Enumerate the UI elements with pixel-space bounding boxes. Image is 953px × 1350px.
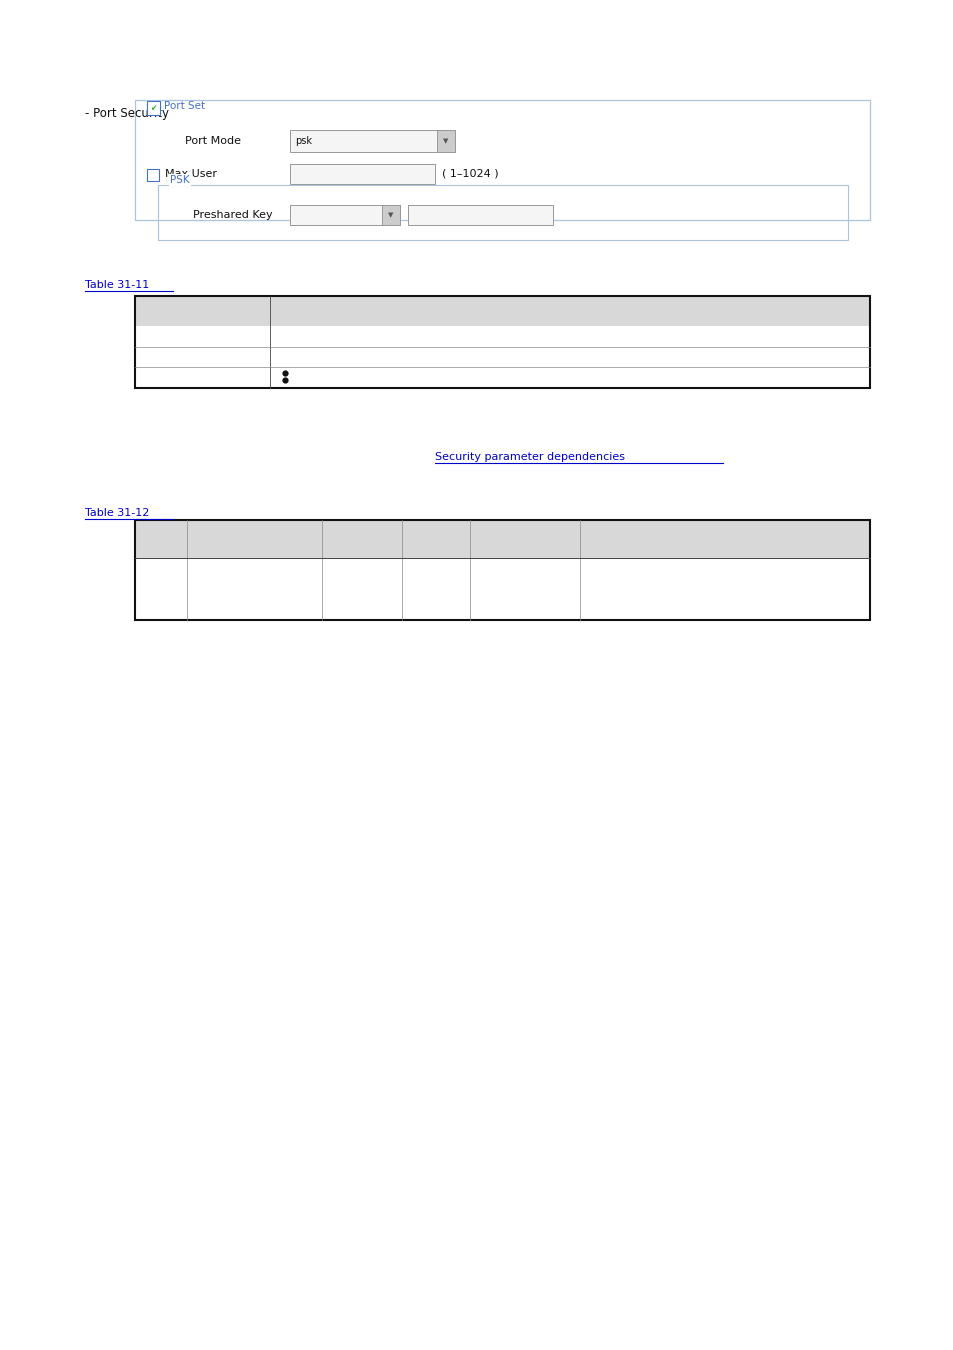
Text: ▼: ▼ bbox=[443, 138, 448, 144]
Bar bbox=[408, 205, 553, 225]
Bar bbox=[158, 185, 847, 240]
Text: Table 31-12: Table 31-12 bbox=[85, 508, 150, 518]
Text: Port Set: Port Set bbox=[164, 101, 205, 111]
Bar bbox=[290, 130, 455, 153]
Text: - Port Security: - Port Security bbox=[85, 107, 169, 120]
Bar bbox=[381, 205, 399, 225]
Text: Security parameter dependencies: Security parameter dependencies bbox=[435, 452, 624, 462]
Bar bbox=[147, 101, 160, 115]
Bar bbox=[135, 296, 869, 325]
Bar bbox=[147, 169, 159, 181]
Bar bbox=[290, 205, 399, 225]
Text: ▼: ▼ bbox=[388, 212, 394, 217]
Text: Preshared Key: Preshared Key bbox=[193, 211, 273, 220]
Text: ✔: ✔ bbox=[151, 104, 156, 112]
Text: Port Mode: Port Mode bbox=[185, 136, 241, 146]
Bar bbox=[290, 163, 435, 184]
Text: ( 1–1024 ): ( 1–1024 ) bbox=[441, 169, 498, 180]
Bar bbox=[135, 520, 869, 558]
Text: PSK: PSK bbox=[170, 176, 190, 185]
Bar bbox=[436, 130, 455, 153]
Bar bbox=[135, 100, 869, 220]
Text: psk: psk bbox=[294, 136, 312, 146]
Text: Max User: Max User bbox=[165, 169, 216, 180]
Bar bbox=[135, 520, 869, 620]
Bar bbox=[135, 296, 869, 387]
Text: Table 31-11: Table 31-11 bbox=[85, 279, 149, 290]
